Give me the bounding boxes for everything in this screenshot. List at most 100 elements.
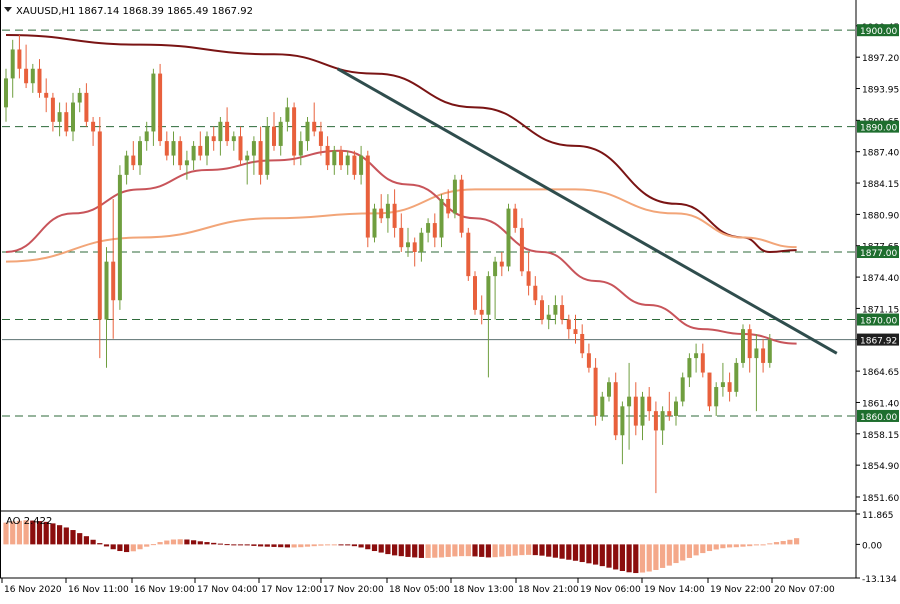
candle[interactable] [205, 131, 209, 166]
candle[interactable] [379, 194, 384, 224]
candle[interactable] [372, 203, 377, 243]
candle[interactable] [586, 343, 591, 373]
candle[interactable] [352, 150, 357, 180]
candle[interactable] [97, 116, 102, 359]
candle[interactable] [439, 194, 444, 248]
candle[interactable] [292, 102, 297, 166]
candle[interactable] [184, 150, 189, 180]
candle[interactable] [573, 314, 578, 344]
candle[interactable] [332, 145, 337, 175]
candle[interactable] [111, 198, 116, 339]
candle[interactable] [727, 372, 732, 402]
candle[interactable] [285, 97, 290, 132]
candle[interactable] [419, 227, 424, 262]
candle[interactable] [446, 189, 451, 219]
candle[interactable] [345, 150, 350, 175]
candle[interactable] [17, 35, 22, 79]
candle[interactable] [211, 126, 216, 151]
candle[interactable] [560, 295, 565, 325]
candle[interactable] [754, 333, 759, 412]
candle[interactable] [653, 401, 658, 494]
candle[interactable] [493, 256, 498, 320]
candle[interactable] [627, 362, 632, 450]
candle[interactable] [312, 102, 317, 137]
candle[interactable] [225, 107, 230, 146]
candle[interactable] [339, 145, 343, 171]
candle[interactable] [278, 116, 283, 156]
candle[interactable] [392, 189, 397, 238]
candle[interactable] [325, 136, 330, 171]
candle[interactable] [741, 324, 745, 368]
candle[interactable] [104, 247, 109, 368]
candle[interactable] [44, 78, 49, 113]
candle[interactable] [533, 276, 538, 306]
candle[interactable] [84, 83, 89, 127]
candle[interactable] [593, 358, 598, 426]
candle[interactable] [452, 174, 457, 219]
candle[interactable] [251, 136, 256, 175]
candle[interactable] [499, 252, 504, 277]
candle[interactable] [513, 203, 518, 233]
candle[interactable] [4, 68, 8, 122]
candle[interactable] [231, 131, 236, 151]
candle[interactable] [178, 136, 183, 171]
candle[interactable] [479, 295, 484, 325]
candle[interactable] [707, 372, 712, 412]
candle[interactable] [526, 252, 531, 296]
candle[interactable] [399, 213, 404, 253]
candle[interactable] [546, 305, 551, 330]
candle[interactable] [171, 131, 176, 166]
candle[interactable] [412, 237, 417, 267]
candle[interactable] [767, 333, 772, 368]
candle[interactable] [734, 358, 739, 397]
downtrend-line[interactable] [336, 67, 838, 355]
candle[interactable] [667, 391, 672, 421]
candle[interactable] [131, 141, 136, 171]
candle[interactable] [57, 102, 62, 137]
candle[interactable] [91, 116, 96, 146]
candle[interactable] [138, 136, 142, 175]
candle[interactable] [30, 63, 35, 93]
candle[interactable] [459, 174, 464, 238]
candle[interactable] [151, 68, 156, 146]
candle[interactable] [761, 338, 766, 373]
candle[interactable] [245, 150, 250, 185]
candle[interactable] [117, 165, 122, 310]
candle[interactable] [607, 377, 611, 402]
candle[interactable] [613, 372, 618, 441]
candle[interactable] [359, 145, 364, 185]
candle[interactable] [694, 343, 699, 373]
candle[interactable] [747, 324, 752, 373]
candle[interactable] [385, 194, 390, 233]
candle[interactable] [305, 116, 310, 151]
candle[interactable] [714, 382, 719, 416]
candle[interactable] [124, 150, 129, 185]
candle[interactable] [540, 295, 544, 325]
candle[interactable] [77, 88, 82, 113]
candle[interactable] [473, 271, 477, 315]
candle[interactable] [164, 131, 169, 161]
candle[interactable] [660, 406, 665, 445]
symbol-dropdown-icon[interactable] [4, 7, 12, 12]
candle[interactable] [674, 396, 678, 426]
candle[interactable] [466, 227, 471, 281]
candle[interactable] [506, 203, 511, 272]
candle[interactable] [191, 141, 196, 171]
candle[interactable] [566, 314, 571, 339]
candle[interactable] [553, 295, 558, 325]
candle[interactable] [406, 227, 410, 257]
candle[interactable] [265, 116, 270, 180]
candle[interactable] [647, 387, 652, 421]
candle[interactable] [720, 362, 725, 397]
candle[interactable] [620, 401, 625, 465]
candle[interactable] [37, 59, 42, 98]
candle[interactable] [238, 126, 243, 166]
candle[interactable] [680, 372, 685, 407]
candle[interactable] [426, 218, 431, 243]
candle[interactable] [580, 324, 585, 359]
candle[interactable] [10, 39, 15, 98]
candle[interactable] [158, 63, 163, 146]
candle[interactable] [519, 218, 524, 277]
